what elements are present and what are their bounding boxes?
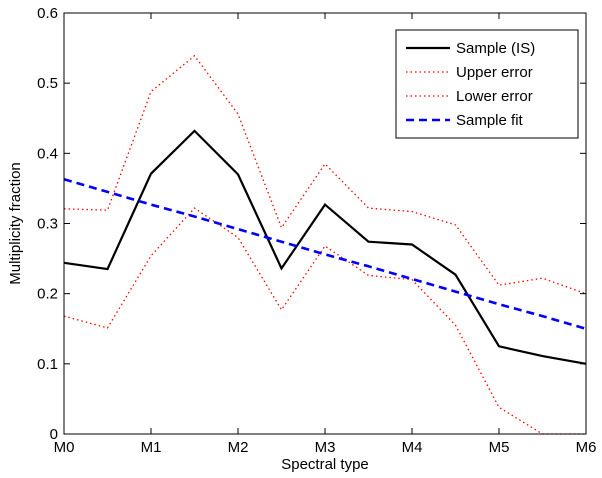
- x-tick-label: M1: [141, 439, 162, 456]
- x-tick-label: M4: [402, 439, 423, 456]
- x-tick-label: M0: [54, 439, 75, 456]
- axes-layer: M0 M1 M2 M3 M4 M5 M6 0 0.1 0.2 0.3 0.4 0.5 0.6: [37, 5, 596, 456]
- y-tick-label: 0.3: [37, 216, 58, 233]
- legend-label: Upper error: [456, 64, 533, 81]
- y-tick-label: 0.2: [37, 286, 58, 303]
- y-axis-label: Multiplicity fraction: [7, 162, 24, 285]
- x-axis-label: Spectral type: [281, 456, 369, 473]
- series-line-4: [63, 178, 587, 331]
- x-tick-label: M2: [228, 439, 249, 456]
- x-tick-label: M5: [489, 439, 510, 456]
- y-tick-label: 0.6: [37, 5, 58, 22]
- series-line-1: [63, 129, 587, 365]
- x-tick-label: M3: [315, 439, 336, 456]
- y-tick-label: 0.4: [37, 145, 58, 162]
- y-tick-label: 0.5: [37, 75, 58, 92]
- series-line-3: [63, 207, 586, 435]
- x-tick-label: M6: [576, 439, 597, 456]
- legend: Sample (IS) Upper error Lower error Sample …: [395, 29, 579, 139]
- series-layer: [63, 54, 587, 435]
- legend-label: Sample (IS): [456, 40, 535, 57]
- legend-label: Sample fit: [456, 112, 524, 129]
- y-tick-label: 0: [50, 426, 58, 443]
- y-tick-label: 0.1: [37, 356, 58, 373]
- legend-label: Lower error: [456, 88, 533, 105]
